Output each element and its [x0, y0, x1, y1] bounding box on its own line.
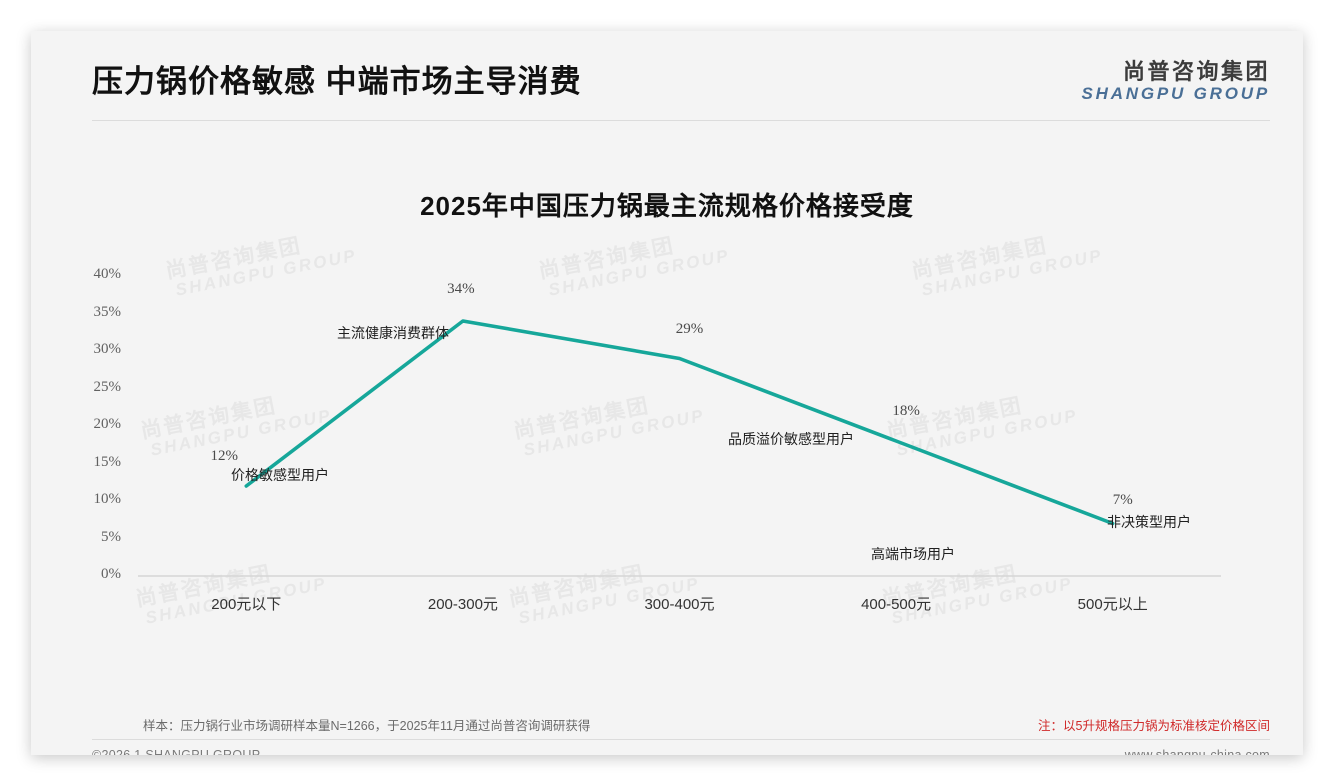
segment-annotation: 品质溢价敏感型用户: [728, 431, 854, 447]
y-axis-tick: 5%: [101, 528, 121, 545]
data-point-label: 12%: [210, 448, 239, 464]
logo-chinese-name: 尚普咨询集团: [1122, 59, 1270, 84]
y-axis-tick: 35%: [93, 303, 122, 320]
company-logo: 尚普咨询集团 SHANGPU GROUP: [1082, 59, 1270, 104]
segment-annotation: 主流健康消费群体: [337, 325, 449, 341]
page-title: 压力锅价格敏感 中端市场主导消费: [92, 64, 582, 99]
website-url: www.shangpu-china.com: [1124, 748, 1270, 755]
y-axis-tick: 40%: [93, 266, 122, 282]
y-axis-tick: 20%: [93, 416, 122, 432]
chart-canvas: [138, 319, 1221, 577]
slide-card: 尚普咨询集团 SHANGPU GROUP 尚普咨询集团 SHANGPU GROU…: [31, 31, 1303, 755]
sample-note: 样本：压力锅行业市场调研样本量N=1266，于2025年11月通过尚普咨询调研获…: [143, 719, 591, 733]
data-point-label: 7%: [1112, 491, 1133, 508]
x-axis-tick: 200-300元: [427, 596, 498, 613]
data-series-line: [244, 319, 1115, 526]
header-divider: [92, 120, 1270, 121]
y-axis-tick: 0%: [101, 566, 121, 582]
y-axis-tick: 30%: [93, 341, 122, 357]
spec-note: 注：以5升规格压力锅为标准核定价格区间: [1038, 719, 1270, 733]
x-axis-tick: 200元以下: [211, 596, 282, 613]
chart-title: 2025年中国压力锅最主流规格价格接受度: [420, 191, 914, 221]
x-axis-tick: 400-500元: [861, 596, 932, 613]
y-axis-tick: 25%: [93, 378, 122, 395]
segment-annotation: 高端市场用户: [871, 546, 955, 562]
logo-english-name: SHANGPU GROUP: [1081, 84, 1270, 104]
data-point-label: 34%: [447, 281, 475, 297]
x-axis-tick: 500元以上: [1077, 596, 1148, 613]
copyright-text: ©2026.1 SHANGPU GROUP: [92, 748, 261, 755]
data-point-label: 29%: [675, 320, 704, 337]
slide-header: 压力锅价格敏感 中端市场主导消费 尚普咨询集团 SHANGPU GROUP: [31, 31, 1303, 123]
y-axis-tick: 15%: [93, 453, 122, 470]
line-chart: 0% 5% 10% 15% 20% 25% 30% 35% 40% 200元以下 200-300元…: [31, 31, 1303, 755]
segment-annotation: 非决策型用户: [1107, 514, 1191, 530]
y-axis-tick: 10%: [93, 491, 122, 507]
segment-annotation: 价格敏感型用户: [231, 467, 329, 483]
data-point-label: 18%: [892, 403, 920, 419]
footer-divider: [92, 739, 1270, 740]
x-axis-tick: 300-400元: [644, 596, 715, 613]
